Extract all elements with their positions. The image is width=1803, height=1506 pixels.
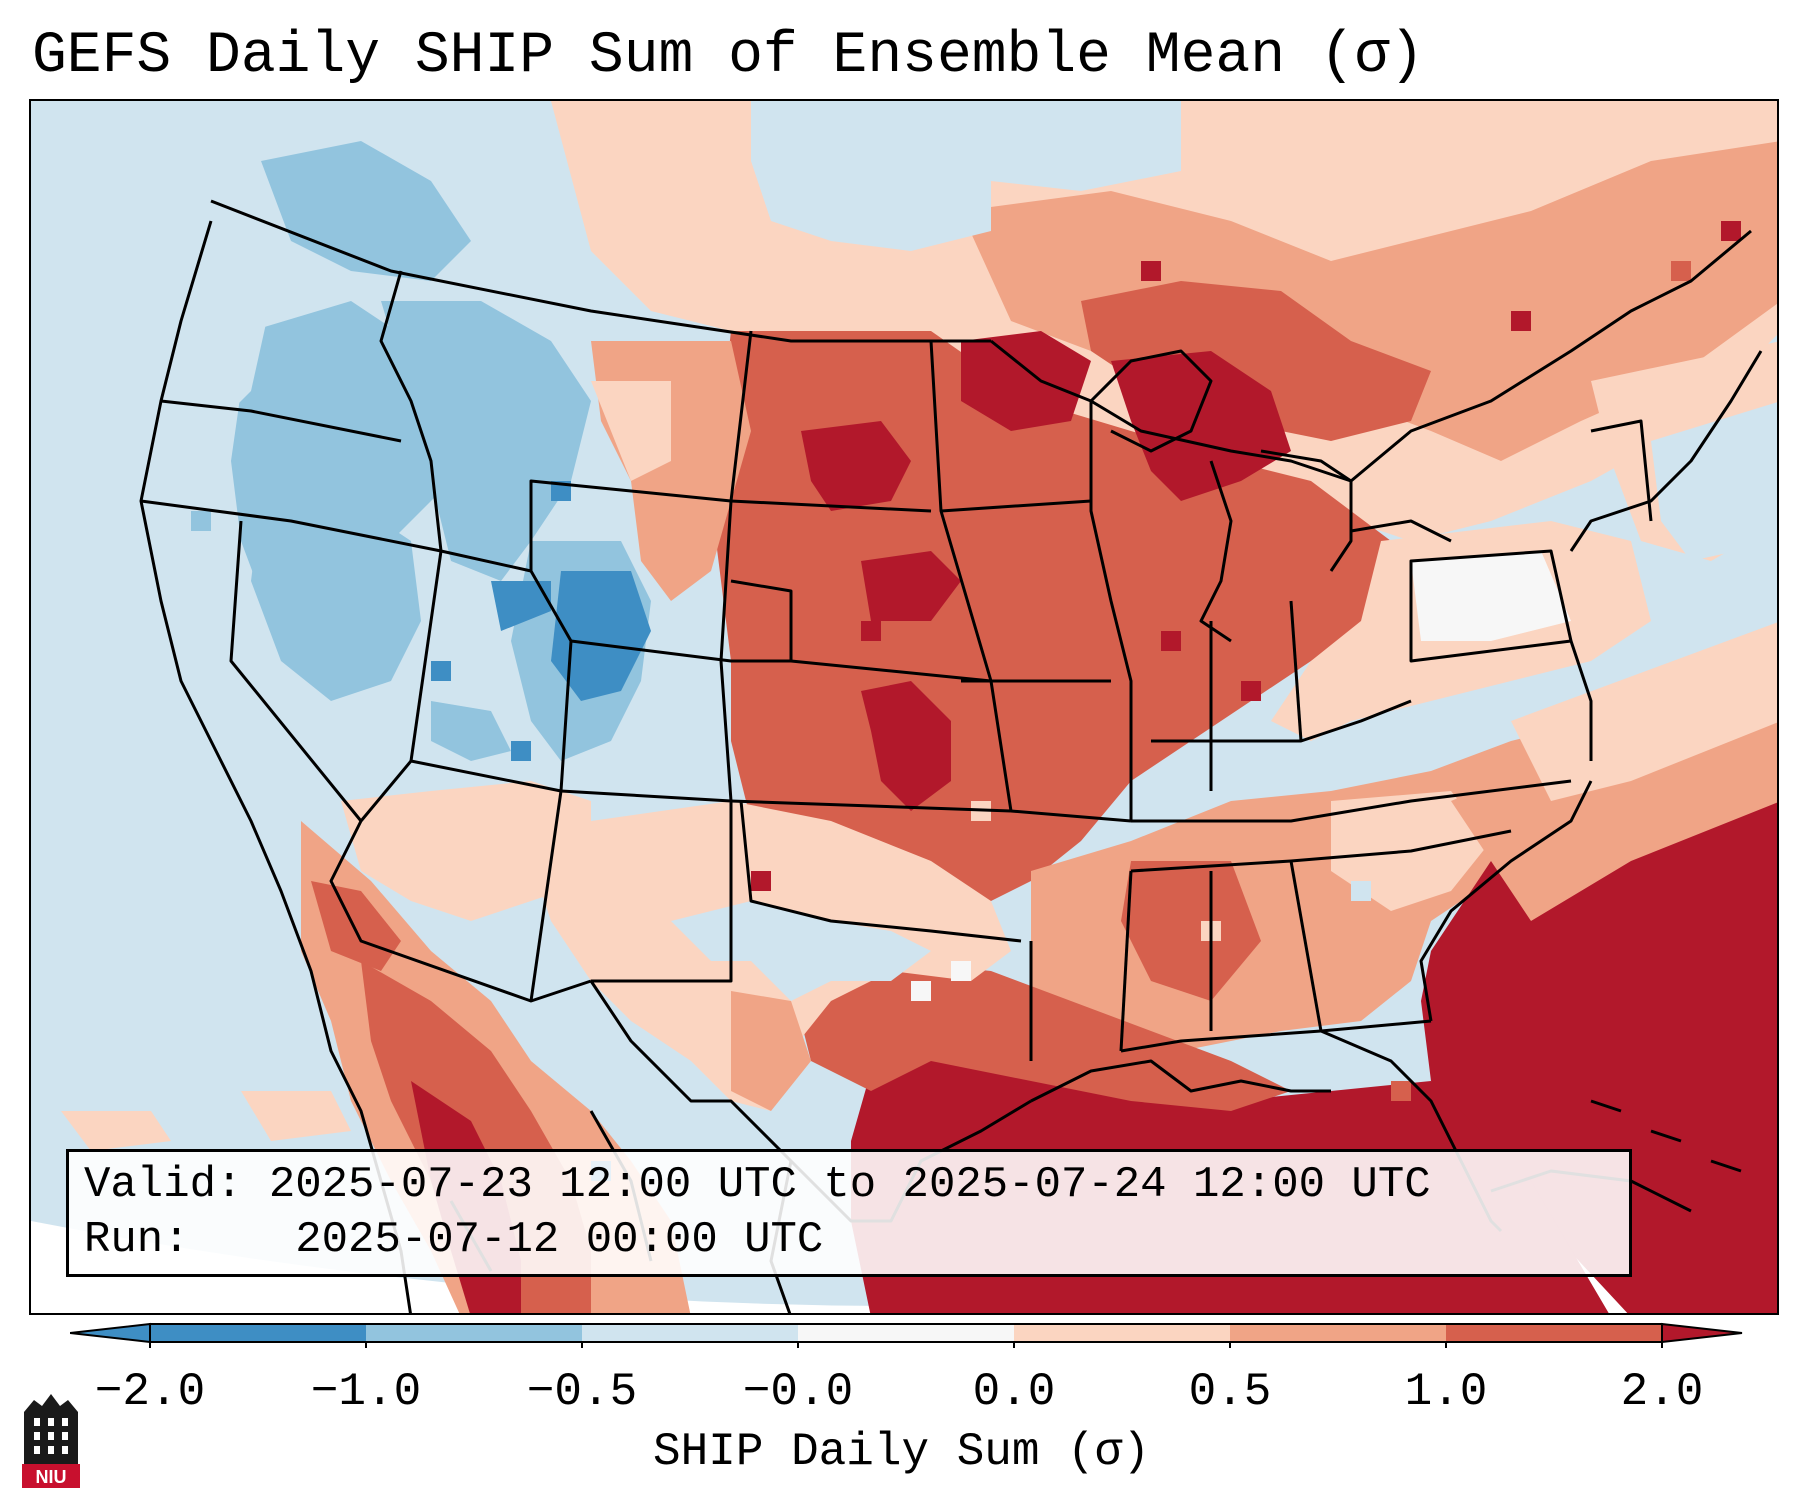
- colorbar-tick-label: −1.0: [310, 1366, 422, 1418]
- colorbar-outline: [149, 1323, 1663, 1343]
- colorbar-label: SHIP Daily Sum (σ): [653, 1426, 1150, 1478]
- valid-value: 2025-07-23 12:00 UTC to 2025-07-24 12:00…: [268, 1160, 1431, 1210]
- map-title: GEFS Daily SHIP Sum of Ensemble Mean (σ): [32, 24, 1425, 89]
- map-panel: [29, 99, 1779, 1315]
- colorbar-tick-label: −0.5: [526, 1366, 638, 1418]
- colorbar-extend-high: [1661, 1322, 1743, 1344]
- colorbar: [70, 1322, 1743, 1348]
- colorbar-tick-label: 0.0: [972, 1366, 1056, 1418]
- ship-map: [31, 101, 1777, 1313]
- colorbar-extend-low: [70, 1322, 151, 1344]
- colorbar-tick-label: −2.0: [94, 1366, 206, 1418]
- colorbar-segment: [150, 1324, 366, 1342]
- run-value: 2025-07-12 00:00 UTC: [295, 1215, 824, 1265]
- colorbar-ticks: [149, 1342, 1663, 1348]
- colorbar-tick-label: 1.0: [1404, 1366, 1488, 1418]
- niu-logo: NIU: [22, 1394, 80, 1488]
- colorbar-tick-label: −0.0: [742, 1366, 854, 1418]
- colorbar-segment: [582, 1324, 798, 1342]
- colorbar-segment: [1014, 1324, 1230, 1342]
- colorbar-segment: [366, 1324, 582, 1342]
- colorbar-tick-label: 0.5: [1188, 1366, 1272, 1418]
- colorbar-tick-label: 2.0: [1620, 1366, 1704, 1418]
- validity-info-box: Valid: 2025-07-23 12:00 UTC to 2025-07-2…: [66, 1149, 1632, 1277]
- run-label: Run:: [84, 1215, 190, 1265]
- logo-text: NIU: [36, 1467, 67, 1487]
- colorbar-segment: [798, 1324, 1014, 1342]
- colorbar-segment: [1446, 1324, 1662, 1342]
- boundary-lines: [139, 199, 1763, 1313]
- colorbar-segment: [1230, 1324, 1446, 1342]
- valid-label: Valid:: [84, 1160, 243, 1210]
